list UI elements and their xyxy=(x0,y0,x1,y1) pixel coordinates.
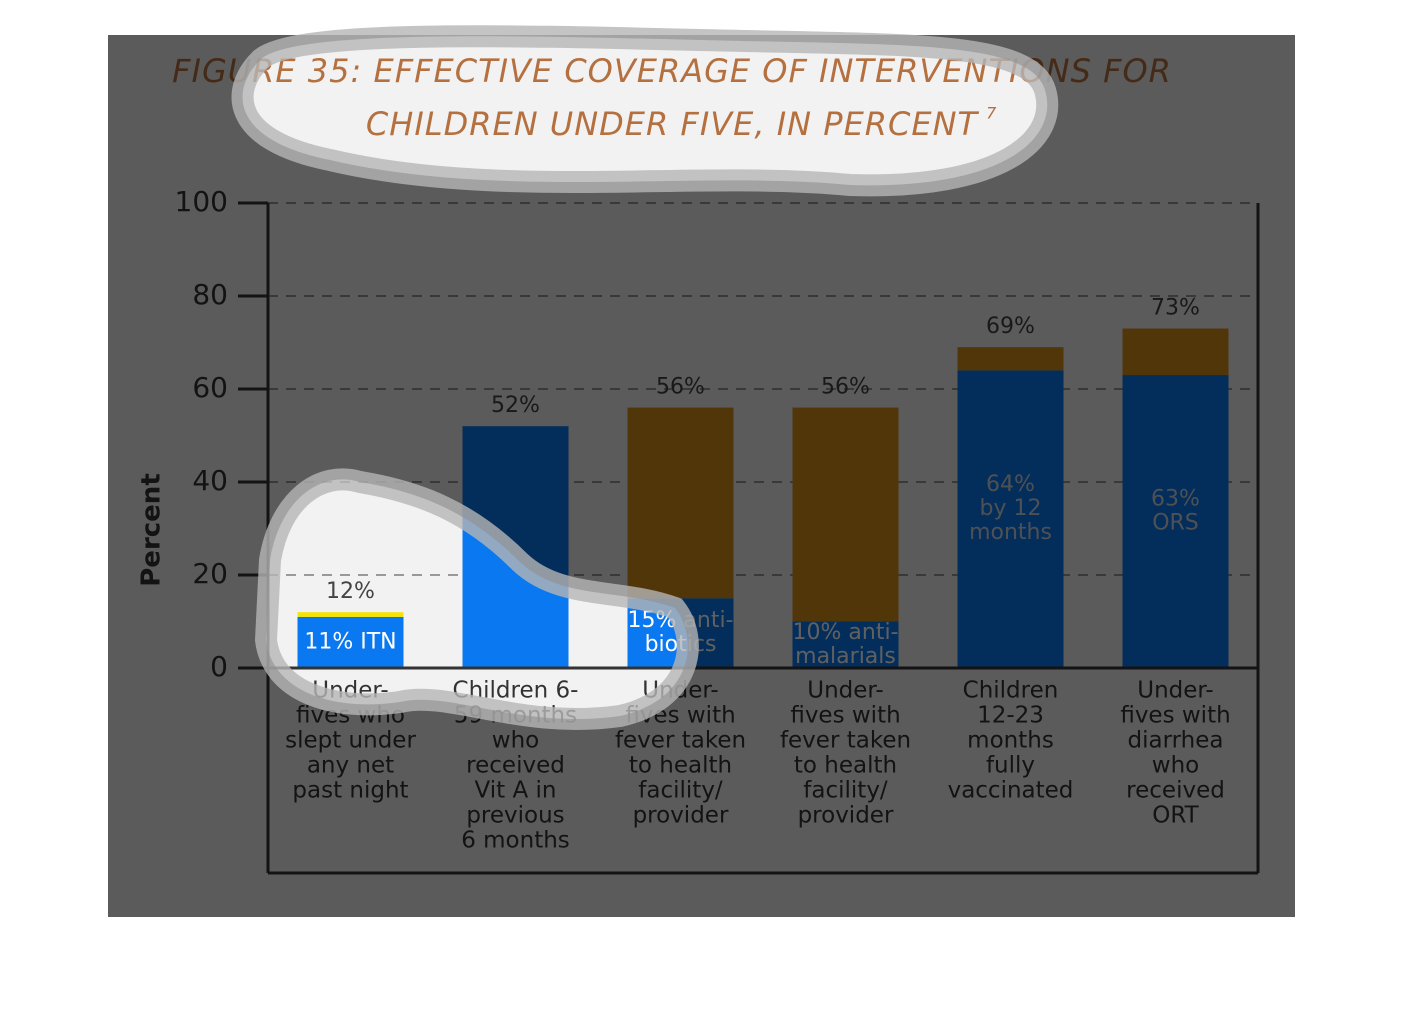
highlight-halo xyxy=(231,25,1059,197)
dim-overlay xyxy=(108,35,1295,917)
highlight-halo xyxy=(254,468,699,730)
